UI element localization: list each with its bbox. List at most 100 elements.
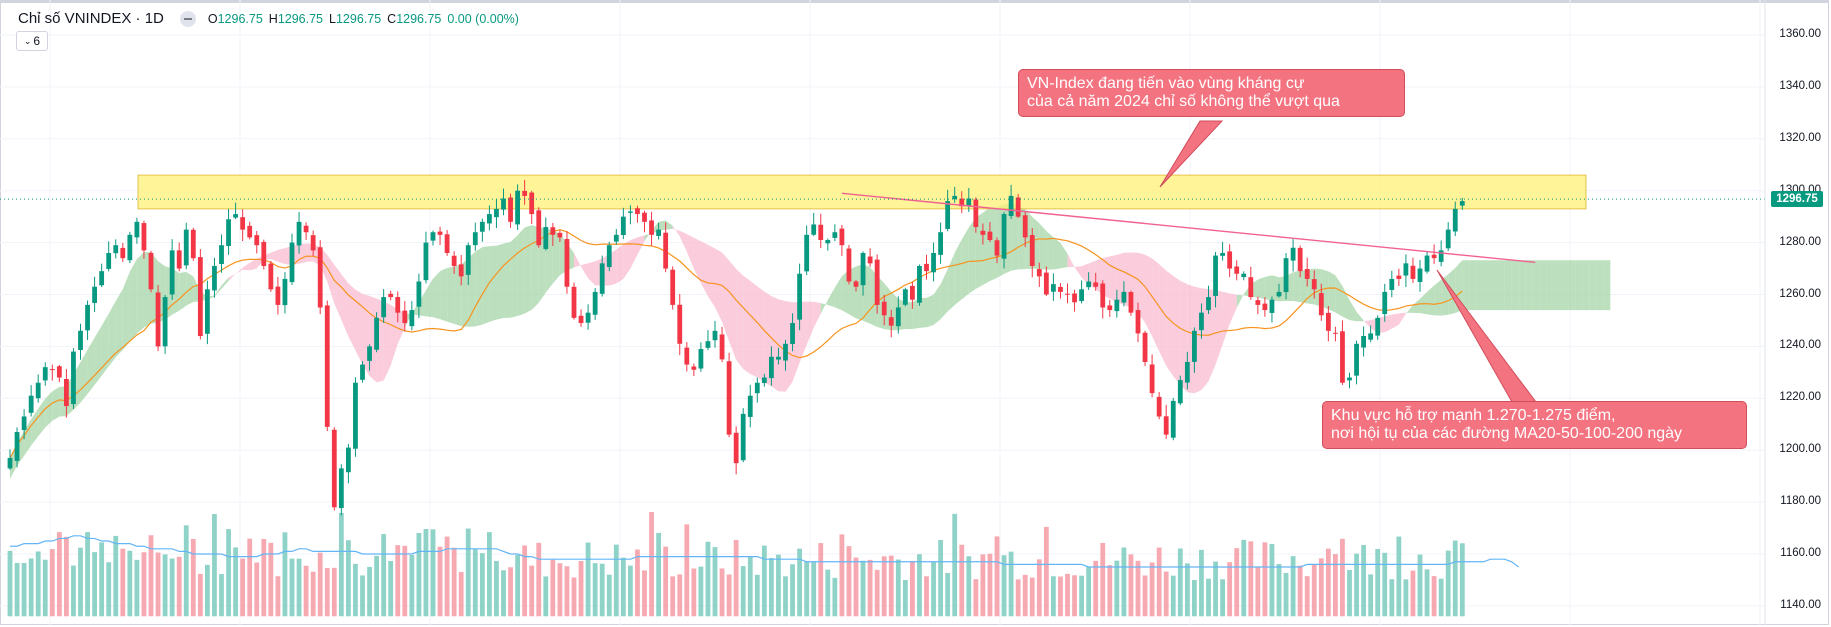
candle-body — [1438, 250, 1444, 262]
candle-body — [987, 231, 993, 241]
volume-bar — [550, 559, 556, 617]
ichimoku-cloud-segment — [792, 302, 800, 382]
indicators-toggle-button[interactable]: ⌄ 6 — [16, 31, 48, 51]
candle-body — [1008, 195, 1014, 217]
candle-body — [628, 211, 633, 213]
volume-bar — [1325, 548, 1331, 617]
volume-bar — [28, 558, 34, 617]
candle-body — [881, 301, 887, 316]
callout-resistance[interactable]: VN-Index đang tiến vào vùng kháng cự của… — [1018, 69, 1405, 117]
ichimoku-cloud-segment — [827, 287, 835, 308]
candle-body — [254, 235, 260, 246]
price-axis-tick: 1220.00 — [1779, 391, 1821, 404]
ichimoku-cloud-segment — [1257, 276, 1265, 300]
ichimoku-cloud-segment — [1476, 260, 1484, 311]
volume-ma-line — [10, 535, 1520, 568]
candle-body — [536, 210, 542, 246]
volume-bar — [423, 528, 429, 617]
callout-support[interactable]: Khu vực hỗ trợ mạnh 1.270-1.275 điểm, nơ… — [1322, 401, 1747, 449]
candle-body — [952, 195, 958, 200]
ichimoku-cloud-segment — [1490, 260, 1498, 311]
ichimoku-cloud-segment — [228, 273, 236, 281]
close-key: C — [387, 11, 397, 26]
volume-bar — [1459, 543, 1465, 617]
candle-body — [994, 240, 1000, 256]
candle-body — [1121, 291, 1127, 303]
ichimoku-cloud-segment — [989, 207, 997, 282]
ichimoku-cloud-segment — [588, 261, 596, 286]
candle-body — [1459, 201, 1465, 206]
ichimoku-cloud-segment — [1264, 275, 1272, 301]
volume-bar — [374, 555, 379, 617]
candle-body — [275, 286, 281, 305]
volume-bar — [529, 565, 535, 617]
candle-body — [959, 198, 965, 207]
candle-body — [1340, 331, 1345, 383]
volume-bar — [472, 549, 478, 617]
candle-body — [317, 247, 323, 308]
ichimoku-cloud-segment — [136, 252, 144, 334]
candle-body — [797, 273, 802, 320]
hide-legend-icon[interactable] — [179, 10, 196, 27]
candle-body — [360, 364, 365, 380]
volume-bar — [219, 574, 224, 617]
candle-body — [712, 330, 718, 341]
candle-body — [1227, 251, 1233, 269]
ichimoku-cloud-segment — [1166, 270, 1174, 377]
ichimoku-cloud-segment — [129, 258, 137, 342]
volume-bar — [261, 538, 267, 617]
candle-body — [1368, 333, 1374, 340]
callout-support-line-2: nơi hội tụ của các đường MA20-50-100-200… — [1331, 425, 1683, 442]
candle-body — [776, 356, 781, 360]
volume-bar — [578, 561, 584, 617]
candle-body — [458, 264, 464, 277]
volume-bar — [141, 552, 147, 617]
volume-bar — [1255, 567, 1261, 617]
candle-body — [162, 297, 168, 347]
volume-bar — [409, 554, 415, 617]
ichimoku-cloud-segment — [1363, 320, 1371, 328]
volume-bar — [980, 554, 986, 617]
ichimoku-cloud-segment — [968, 217, 976, 294]
volume-bar — [465, 528, 471, 617]
volume-bar — [1107, 565, 1113, 617]
volume-bar — [642, 570, 647, 617]
ichimoku-cloud-segment — [1208, 289, 1216, 382]
volume-bar — [895, 559, 901, 617]
volume-bar — [924, 576, 929, 617]
volume-bar — [1008, 551, 1014, 617]
candle-body — [1079, 289, 1084, 302]
candle-body — [783, 343, 788, 361]
candle-body — [113, 245, 119, 254]
volume-bar — [677, 574, 683, 617]
candle-body — [64, 378, 69, 407]
volume-bar — [1262, 542, 1268, 617]
candle-body — [874, 259, 880, 305]
candle-body — [240, 217, 246, 230]
candle-body — [1361, 336, 1366, 348]
volume-bar — [818, 543, 824, 617]
candle-body — [176, 250, 182, 269]
high-value: 1296.75 — [277, 11, 324, 26]
volume-bar — [190, 538, 196, 617]
ichimoku-cloud-segment — [475, 247, 483, 327]
volume-bar — [599, 563, 605, 617]
ichimoku-cloud-segment — [1589, 260, 1597, 311]
candle-body — [1192, 330, 1197, 362]
volume-bar — [78, 547, 83, 617]
candle-body — [261, 241, 267, 266]
volume-bar — [331, 567, 337, 617]
candle-body — [635, 208, 640, 215]
volume-bar — [776, 554, 781, 617]
ichimoku-cloud-segment — [707, 244, 715, 308]
volume-bar — [754, 574, 760, 617]
candle-body — [1417, 268, 1423, 282]
candle-body — [726, 361, 732, 435]
chart-title[interactable]: Chỉ số VNINDEX · 1D — [18, 10, 164, 27]
low-value: 1296.75 — [335, 11, 382, 26]
volume-bar — [726, 574, 732, 617]
ichimoku-cloud-segment — [552, 230, 560, 284]
volume-bar — [522, 545, 528, 617]
callout-resistance-line-1: VN-Index đang tiến vào vùng kháng cự — [1027, 75, 1305, 92]
